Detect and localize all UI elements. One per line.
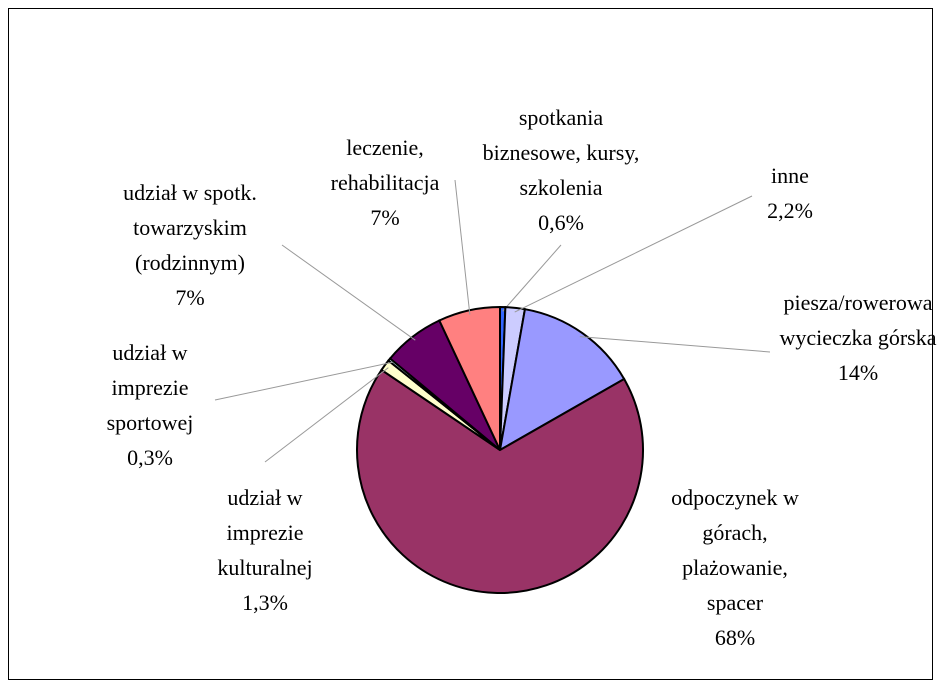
- value-label: 68%: [714, 625, 756, 650]
- category-label: leczenie, rehabilitacja: [330, 135, 440, 195]
- value-label: 7%: [175, 285, 205, 310]
- slice-label: odpoczynek w górach, plażowanie, spacer 6…: [665, 480, 805, 655]
- pie-slice: [498, 308, 626, 452]
- category-label: udział w spotk. towarzyskim (rodzinnym): [123, 180, 257, 275]
- category-label: piesza/rowerowa wycieczka górska: [779, 290, 937, 350]
- slice-label: leczenie, rehabilitacja 7%: [313, 130, 458, 235]
- leader-line: [514, 195, 753, 313]
- leader-line: [502, 244, 562, 312]
- category-label: spotkania biznesowe, kursy, szkolenia: [482, 105, 640, 200]
- value-label: 14%: [837, 360, 879, 385]
- leader-line: [579, 336, 771, 353]
- slice-label: udział w imprezie sportowej 0,3%: [93, 335, 208, 475]
- category-label: udział w imprezie kulturalnej: [217, 485, 313, 580]
- chart-border: [8, 8, 933, 680]
- value-label: 1,3%: [242, 590, 288, 615]
- value-label: 0,6%: [538, 210, 584, 235]
- value-label: 0,3%: [127, 445, 173, 470]
- slice-label: spotkania biznesowe, kursy, szkolenia 0,6…: [481, 100, 641, 240]
- leader-line: [264, 367, 389, 463]
- category-label: inne: [771, 163, 809, 188]
- slice-label: piesza/rowerowa wycieczka górska 14%: [771, 285, 941, 390]
- slice-label: udział w imprezie kulturalnej 1,3%: [208, 480, 323, 620]
- slice-label: udział w spotk. towarzyskim (rodzinnym) 7…: [108, 175, 273, 315]
- leader-line: [454, 179, 471, 315]
- category-label: odpoczynek w górach, plażowanie, spacer: [671, 485, 799, 615]
- value-label: 7%: [370, 205, 400, 230]
- leader-line: [281, 244, 416, 341]
- pie-slice: [356, 368, 644, 594]
- category-label: udział w imprezie sportowej: [106, 340, 194, 435]
- leader-line: [214, 361, 393, 401]
- value-label: 2,2%: [767, 198, 813, 223]
- slice-label: inne 2,2%: [755, 158, 825, 228]
